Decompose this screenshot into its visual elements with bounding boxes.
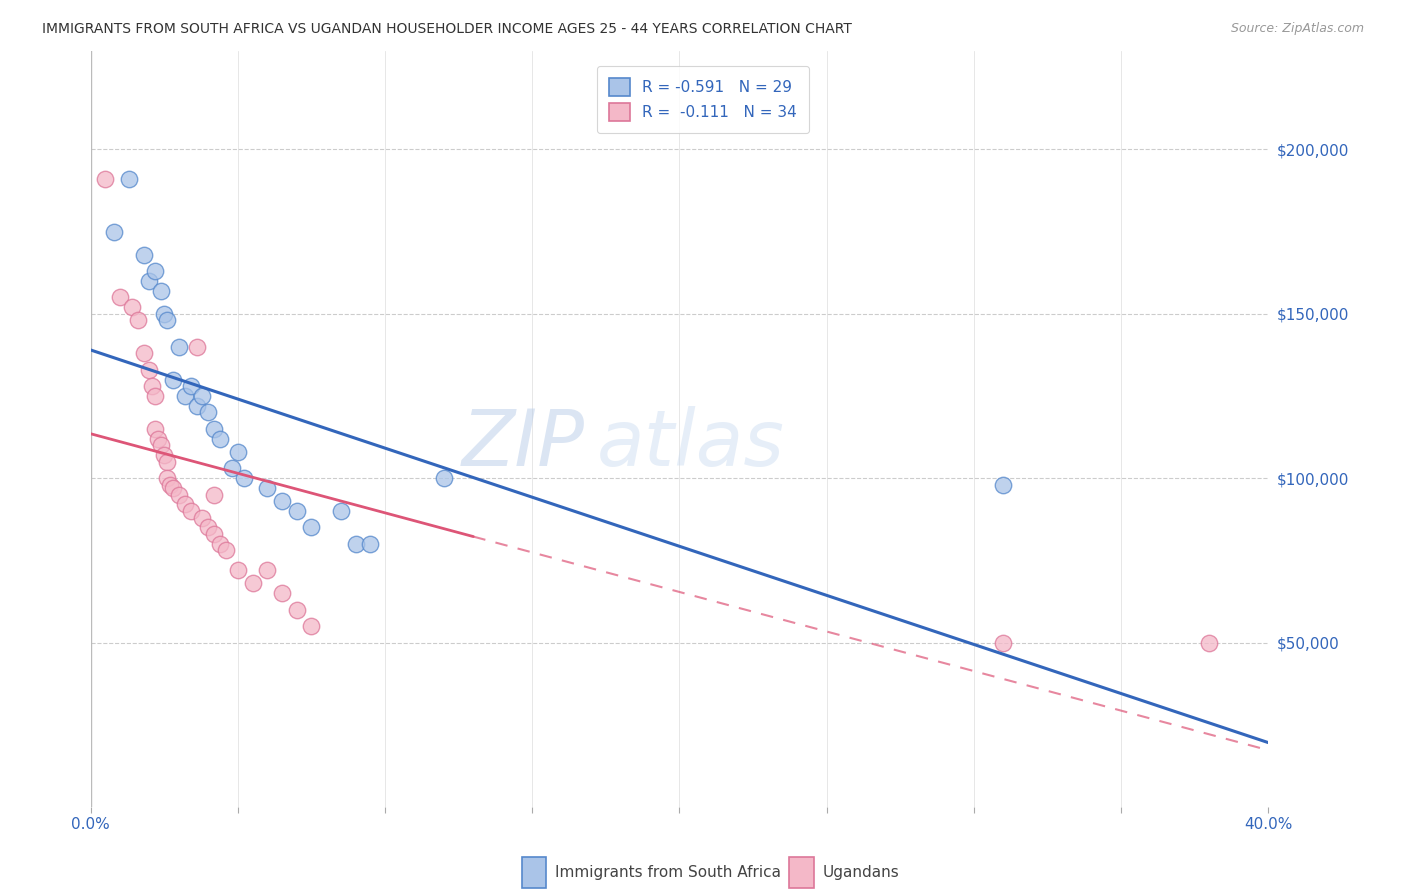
Point	[121, 300, 143, 314]
Text: atlas: atlas	[598, 406, 785, 482]
Point	[202, 527, 225, 541]
Point	[991, 477, 1014, 491]
Point	[215, 543, 238, 558]
Point	[145, 389, 167, 403]
Point	[232, 471, 254, 485]
Point	[145, 422, 167, 436]
Point	[271, 586, 294, 600]
Point	[94, 172, 117, 186]
Point	[162, 372, 184, 386]
Point	[162, 481, 184, 495]
Point	[221, 461, 243, 475]
Point	[167, 340, 190, 354]
Point	[148, 432, 170, 446]
Point	[132, 346, 155, 360]
Text: Ugandans: Ugandans	[823, 865, 900, 880]
Point	[329, 504, 352, 518]
Text: Source: ZipAtlas.com: Source: ZipAtlas.com	[1230, 22, 1364, 36]
Point	[299, 520, 322, 534]
Point	[242, 576, 264, 591]
Point	[186, 399, 208, 413]
Point	[271, 494, 294, 508]
Point	[209, 537, 232, 551]
Point	[150, 284, 173, 298]
Point	[344, 537, 367, 551]
Point	[108, 290, 131, 304]
Point	[145, 264, 167, 278]
Point	[209, 432, 232, 446]
Point	[256, 563, 278, 577]
Point	[173, 498, 195, 512]
Point	[202, 487, 225, 501]
Point	[167, 487, 190, 501]
Point	[991, 635, 1014, 649]
Point	[186, 340, 208, 354]
Point	[180, 504, 202, 518]
Point	[127, 313, 149, 327]
Point	[150, 438, 173, 452]
Point	[153, 307, 176, 321]
Point	[285, 603, 308, 617]
Point	[141, 379, 163, 393]
Point	[118, 172, 141, 186]
Point	[359, 537, 381, 551]
Point	[226, 563, 249, 577]
Point	[256, 481, 278, 495]
Point	[159, 477, 181, 491]
Text: ZIP: ZIP	[463, 406, 585, 482]
Point	[180, 379, 202, 393]
Point	[138, 274, 160, 288]
Point	[1198, 635, 1220, 649]
Point	[197, 520, 219, 534]
Legend: R = -0.591   N = 29, R =  -0.111   N = 34: R = -0.591 N = 29, R = -0.111 N = 34	[596, 66, 810, 133]
Point	[191, 510, 214, 524]
Point	[433, 471, 456, 485]
Point	[299, 619, 322, 633]
Point	[156, 471, 179, 485]
Point	[156, 455, 179, 469]
Point	[173, 389, 195, 403]
Point	[226, 445, 249, 459]
Point	[138, 362, 160, 376]
Point	[197, 405, 219, 419]
Point	[202, 422, 225, 436]
Text: Immigrants from South Africa: Immigrants from South Africa	[555, 865, 782, 880]
Point	[132, 247, 155, 261]
Point	[156, 313, 179, 327]
Point	[103, 225, 125, 239]
Text: IMMIGRANTS FROM SOUTH AFRICA VS UGANDAN HOUSEHOLDER INCOME AGES 25 - 44 YEARS CO: IMMIGRANTS FROM SOUTH AFRICA VS UGANDAN …	[42, 22, 852, 37]
Point	[191, 389, 214, 403]
Point	[285, 504, 308, 518]
Point	[153, 448, 176, 462]
